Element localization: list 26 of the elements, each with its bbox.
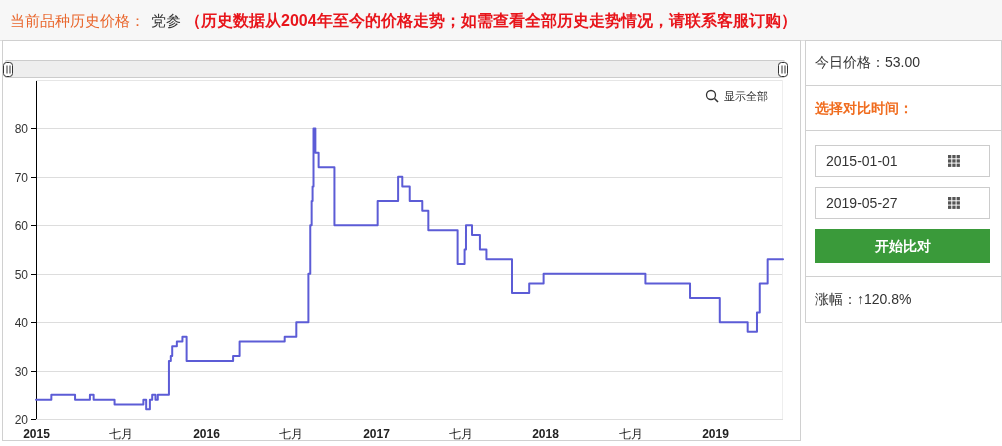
y-tick-label: 70: [14, 170, 29, 185]
chart-subtitle: 党参: [151, 12, 181, 29]
x-tick-label: 七月: [108, 427, 133, 441]
y-tick-label: 50: [14, 267, 29, 282]
text: 今日价格：53.00: [815, 54, 921, 70]
y-tick-label: 30: [14, 364, 29, 379]
text: 2019-05-27: [826, 195, 898, 211]
text: 开始比对: [873, 238, 931, 254]
x-tick-label: 七月: [448, 427, 473, 441]
y-tick-label: 60: [14, 218, 29, 233]
y-tick-label: 20: [14, 412, 29, 427]
x-tick-label: 2018: [532, 427, 560, 441]
y-tick-label: 80: [14, 121, 29, 136]
x-tick-label: 2017: [363, 427, 391, 441]
y-tick-label: 40: [14, 315, 29, 330]
x-tick-label: 七月: [278, 427, 303, 441]
text: （历史数据从2004年至今的价格走势；如需查看全部历史走势情况，请联系客服订购）: [185, 11, 797, 30]
x-tick-label: 2016: [193, 427, 221, 441]
x-tick-label: 2019: [702, 427, 730, 441]
annotation: 显示全部: [724, 90, 768, 102]
text: 选择对比时间：: [814, 100, 913, 116]
x-tick-label: 2015: [23, 427, 51, 441]
x-tick-label: 七月: [618, 427, 643, 441]
chart-title: 当前品种历史价格：: [10, 12, 145, 29]
text: 2015-01-01: [826, 153, 898, 169]
text: 涨幅：↑120.8%: [815, 291, 912, 307]
